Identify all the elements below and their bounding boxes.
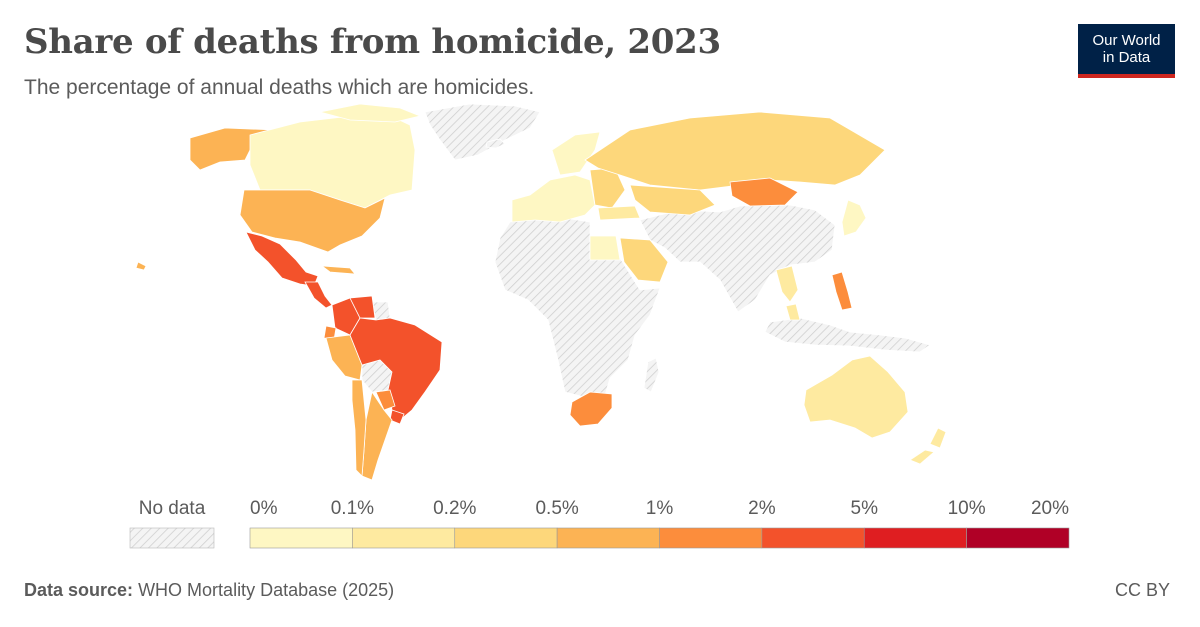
asia-no-data xyxy=(639,204,836,313)
legend-no-data-label: No data xyxy=(139,498,206,519)
hawaii xyxy=(135,261,147,271)
legend-tick-label: 10% xyxy=(948,498,986,519)
paraguay xyxy=(375,389,396,411)
scandinavia xyxy=(551,131,601,176)
indonesia xyxy=(764,317,931,353)
brazil xyxy=(349,317,443,421)
malaysia xyxy=(785,303,801,321)
legend-no-data-swatch xyxy=(129,527,215,549)
owid-logo[interactable]: Our World in Data xyxy=(1078,24,1175,78)
arctic-islands xyxy=(319,103,422,123)
madagascar xyxy=(643,357,660,393)
legend-tick-label: 0.1% xyxy=(331,498,374,519)
legend-bin[interactable] xyxy=(863,527,967,549)
japan xyxy=(841,199,867,237)
legend-bin[interactable] xyxy=(352,527,456,549)
russia xyxy=(584,111,886,191)
united-states xyxy=(239,189,386,253)
legend-bin[interactable] xyxy=(761,527,865,549)
legend: No data 0% 0.1% 0.2% 0.5% 1% 2% 5% 10% 20% xyxy=(129,498,1070,549)
cuba xyxy=(320,265,356,275)
legend-tick-label: 20% xyxy=(1031,498,1069,519)
venezuela xyxy=(349,295,376,319)
western-europe xyxy=(511,174,596,223)
logo-line-1: Our World xyxy=(1092,32,1161,49)
no-data-regions xyxy=(361,103,931,399)
chile xyxy=(351,379,367,477)
legend-tick-label: 0% xyxy=(250,498,278,519)
world-map: No data 0% 0.1% 0.2% 0.5% 1% 2% 5% 10% 20% xyxy=(129,103,1070,549)
egypt xyxy=(589,235,621,261)
greenland xyxy=(424,103,541,161)
legend-tick-label: 2% xyxy=(748,498,776,519)
legend-tick-labels: 0% 0.1% 0.2% 0.5% 1% 2% 5% 10% 20% xyxy=(250,498,1069,519)
legend-tick-label: 1% xyxy=(646,498,674,519)
central-america xyxy=(304,281,333,309)
turkey xyxy=(597,205,641,221)
legend-tick-label: 5% xyxy=(851,498,879,519)
thailand xyxy=(775,265,799,303)
legend-bin[interactable] xyxy=(249,527,353,549)
uruguay xyxy=(389,409,405,425)
logo-line-2: in Data xyxy=(1102,49,1151,66)
philippines xyxy=(831,271,853,311)
legend-color-bins xyxy=(249,527,1070,549)
data-source-label: Data source: xyxy=(24,580,134,600)
south-africa xyxy=(569,391,613,427)
kazakhstan xyxy=(629,184,716,216)
legend-bin[interactable] xyxy=(556,527,660,549)
saudi-arabia xyxy=(619,237,669,283)
chart-title: Share of deaths from homicide, 2023 xyxy=(24,22,721,62)
mongolia xyxy=(729,177,799,207)
new-zealand xyxy=(909,427,947,465)
legend-tick-label: 0.5% xyxy=(535,498,578,519)
data-source: Data source: WHO Mortality Database (202… xyxy=(24,580,394,601)
data-source-text[interactable]: WHO Mortality Database (2025) xyxy=(138,580,395,600)
iceland xyxy=(485,138,506,149)
mexico xyxy=(245,231,319,287)
legend-bin[interactable] xyxy=(966,527,1070,549)
chart-subtitle: The percentage of annual deaths which ar… xyxy=(24,76,535,99)
reported-regions xyxy=(135,103,947,481)
license[interactable]: CC BY xyxy=(1114,580,1170,600)
australia xyxy=(803,355,909,439)
legend-tick-label: 0.2% xyxy=(433,498,476,519)
legend-bin[interactable] xyxy=(454,527,558,549)
legend-bin[interactable] xyxy=(659,527,763,549)
